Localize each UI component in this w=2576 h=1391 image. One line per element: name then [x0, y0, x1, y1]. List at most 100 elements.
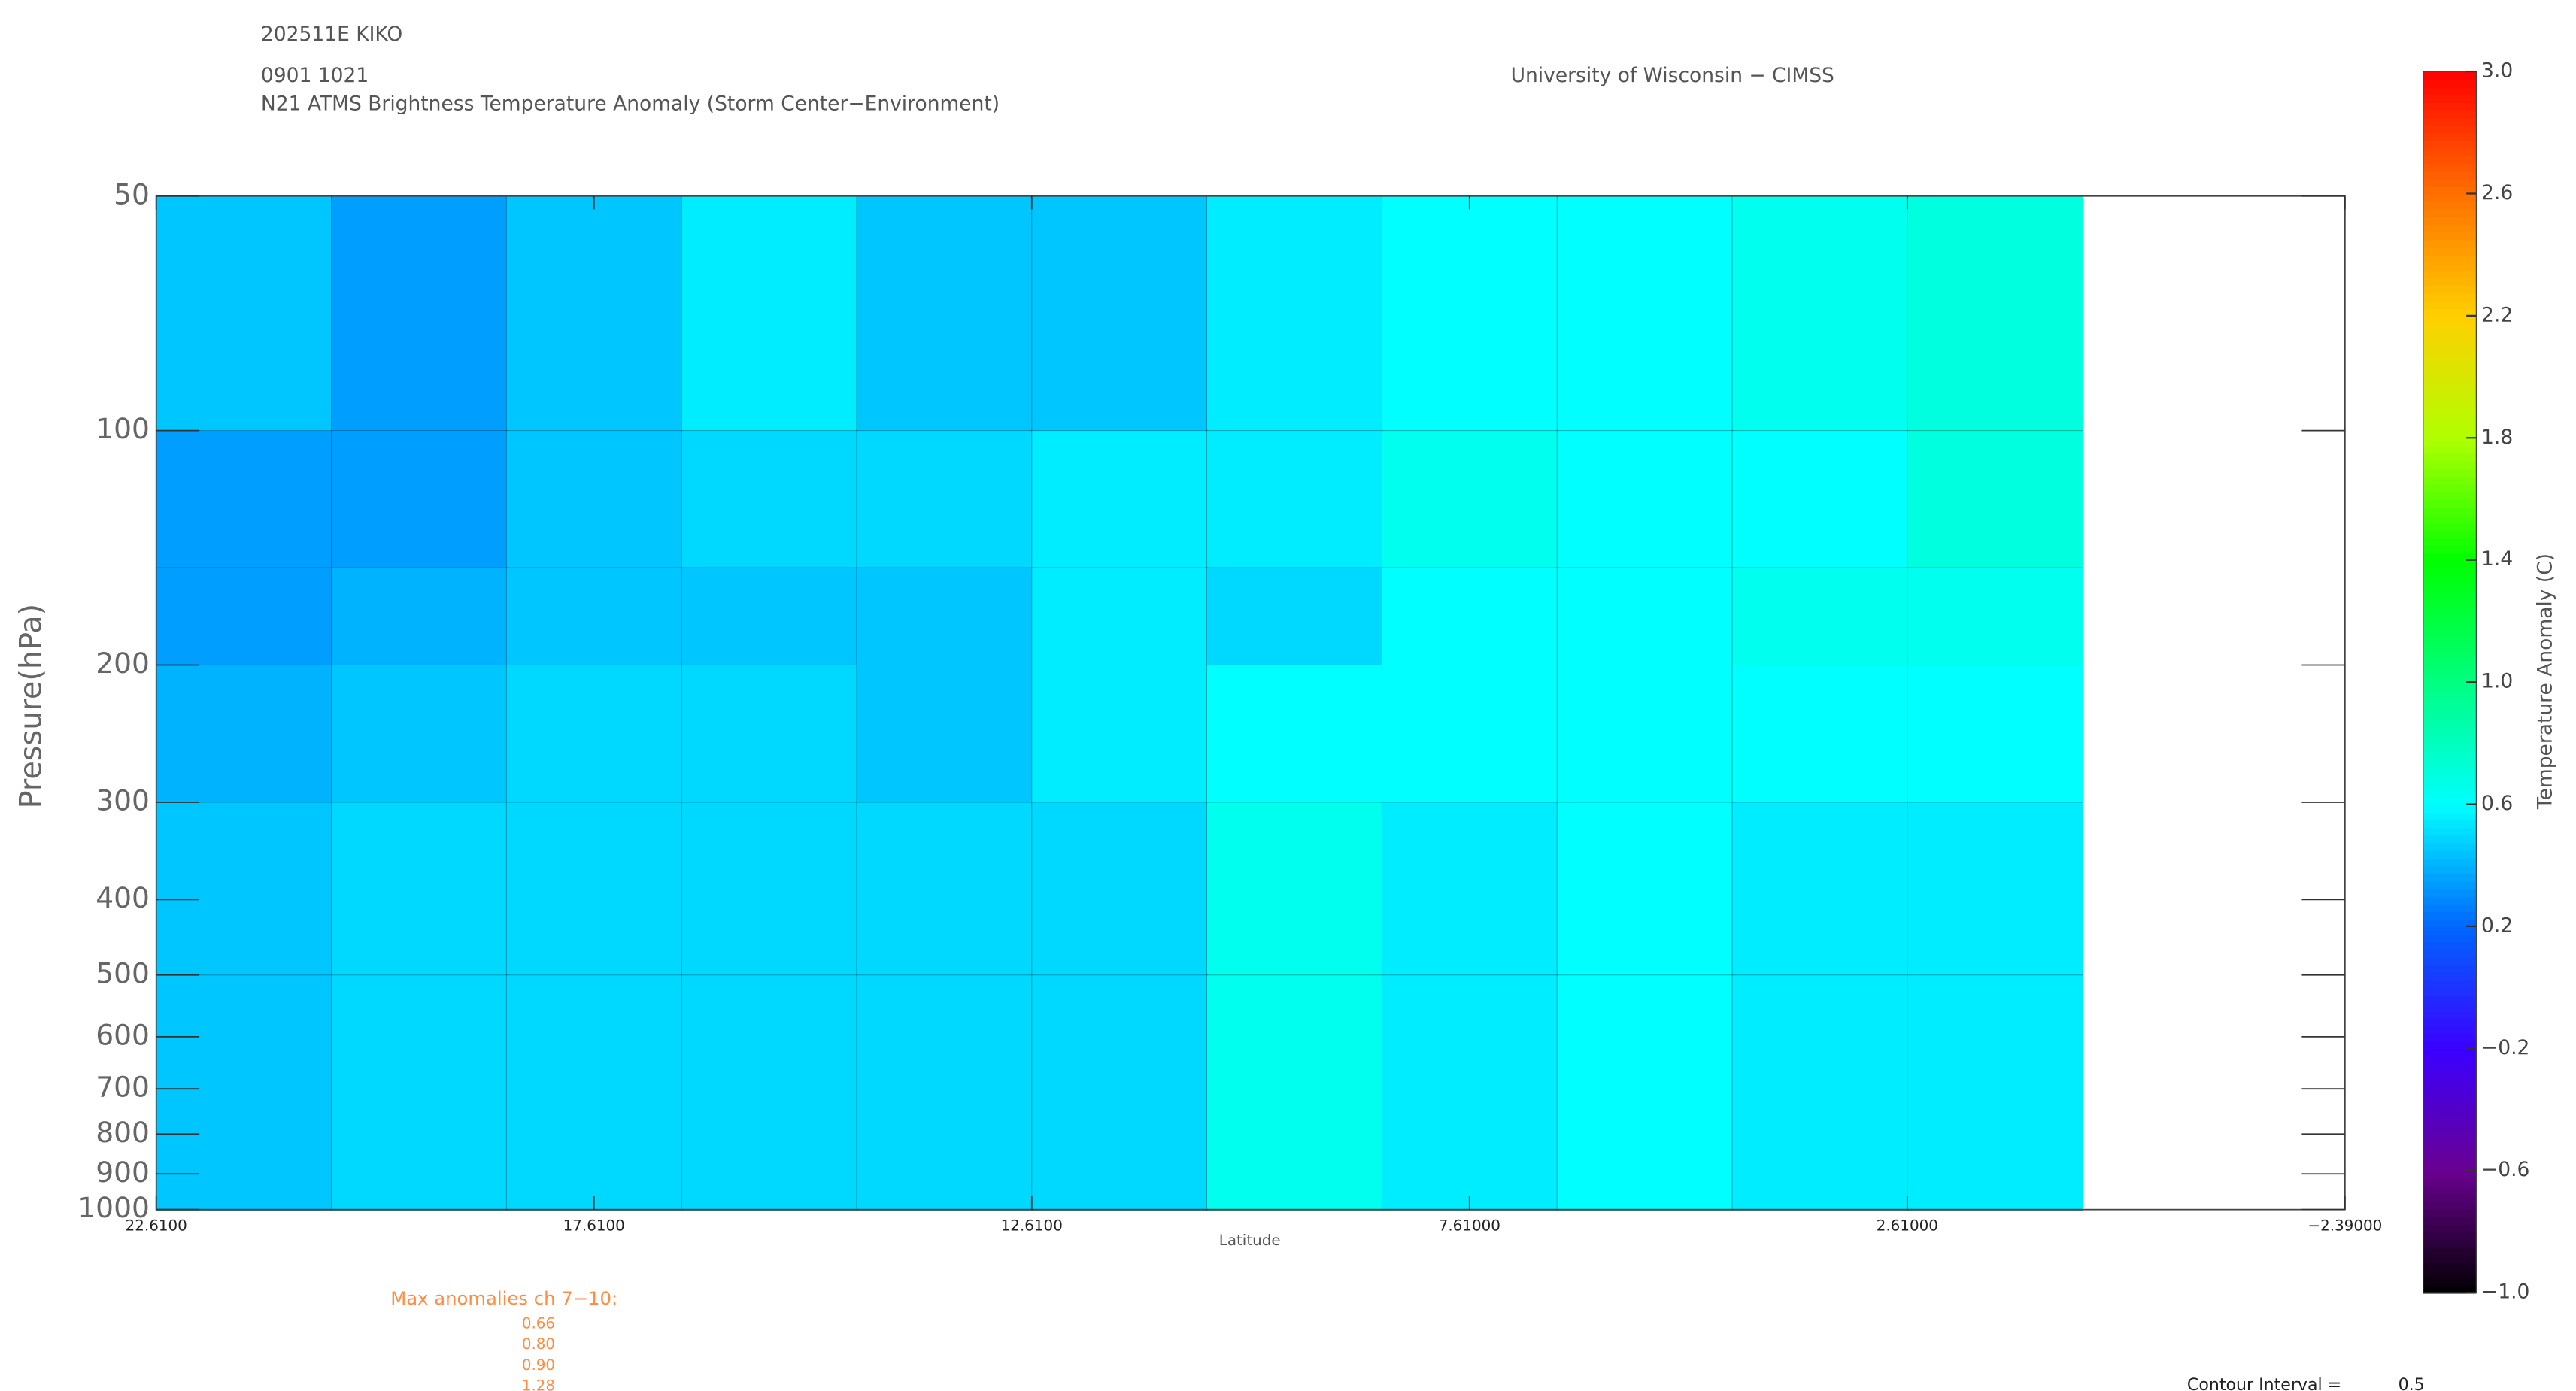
- heat-cell: [681, 802, 858, 977]
- colorbar-step: [2423, 140, 2477, 149]
- colorbar-step: [2423, 995, 2477, 1004]
- heat-cell: [1731, 802, 1909, 977]
- contour-interval: 0.5: [2399, 1375, 2425, 1391]
- colorbar-step: [2423, 1056, 2477, 1065]
- heat-cell: [856, 567, 1033, 667]
- colorbar-step: [2423, 368, 2477, 378]
- colorbar-step: [2423, 292, 2477, 302]
- colorbar-step: [2423, 392, 2477, 401]
- colorbar-step: [2423, 1239, 2477, 1248]
- colorbar-step: [2423, 720, 2477, 729]
- heat-cell: [1031, 802, 1209, 977]
- heat-cell: [1731, 430, 1909, 569]
- colorbar-step: [2423, 697, 2477, 706]
- heat-cell: [331, 974, 508, 1211]
- colorbar-step: [2423, 399, 2477, 409]
- colorbar-step: [2423, 1132, 2477, 1141]
- colorbar-step: [2423, 1162, 2477, 1172]
- colorbar-tick-label: 3.0: [2481, 59, 2513, 83]
- colorbar-step: [2423, 537, 2477, 546]
- colorbar-step: [2423, 826, 2477, 836]
- colorbar-step: [2423, 361, 2477, 371]
- colorbar-step: [2423, 171, 2477, 180]
- heat-cell: [1206, 430, 1383, 569]
- colorbar-step: [2423, 956, 2477, 966]
- colorbar-step: [2423, 1285, 2477, 1294]
- heat-cell: [1907, 802, 2084, 977]
- heat-cell: [331, 567, 508, 667]
- heat-cell: [505, 567, 683, 667]
- colorbar-step: [2423, 949, 2477, 958]
- colorbar-step: [2423, 86, 2477, 95]
- y-tick-label: 600: [96, 1018, 150, 1051]
- colorbar-step: [2423, 544, 2477, 553]
- y-tick-label: 200: [96, 647, 150, 680]
- y-tick-label: 900: [96, 1156, 150, 1189]
- colorbar-step: [2423, 689, 2477, 699]
- heat-cell: [1031, 195, 1209, 432]
- heat-cell: [1381, 974, 1558, 1211]
- heat-cell: [331, 802, 508, 977]
- colorbar-step: [2423, 1102, 2477, 1111]
- colorbar-step: [2423, 712, 2477, 722]
- colorbar-step: [2423, 1223, 2477, 1233]
- colorbar-step: [2423, 468, 2477, 477]
- colorbar-tick-label: 1.0: [2481, 670, 2513, 693]
- colorbar-step: [2423, 567, 2477, 577]
- heat-cell: [505, 802, 683, 977]
- y-tick-label: 800: [96, 1116, 150, 1149]
- colorbar-step: [2423, 819, 2477, 829]
- colorbar-step: [2423, 346, 2477, 355]
- colorbar-step: [2423, 850, 2477, 859]
- colorbar-step: [2423, 186, 2477, 195]
- heat-cell: [156, 195, 333, 432]
- colorbar-step: [2423, 338, 2477, 347]
- colorbar-step: [2423, 1063, 2477, 1073]
- heat-cell: [1206, 195, 1383, 432]
- colorbar-step: [2423, 514, 2477, 523]
- colorbar-step: [2423, 1140, 2477, 1149]
- max-anomaly: 0.80: [522, 1335, 555, 1353]
- colorbar-step: [2423, 323, 2477, 332]
- colorbar-step: [2423, 796, 2477, 805]
- colorbar-step: [2423, 232, 2477, 241]
- colorbar-step: [2423, 331, 2477, 340]
- colorbar-step: [2423, 559, 2477, 569]
- colorbar-step: [2423, 1010, 2477, 1020]
- colorbar-step: [2423, 911, 2477, 920]
- colorbar-step: [2423, 979, 2477, 989]
- heat-cell: [1731, 567, 1909, 667]
- colorbar-step: [2423, 629, 2477, 638]
- heat-cell: [681, 665, 858, 804]
- x-tick-label: 7.61000: [1439, 1217, 1500, 1234]
- colorbar-step: [2423, 552, 2477, 562]
- colorbar-step: [2423, 971, 2477, 981]
- colorbar-step: [2423, 1147, 2477, 1156]
- heat-cell: [856, 195, 1033, 432]
- ticks: [155, 195, 2346, 1211]
- colorbar-step: [2423, 926, 2477, 935]
- colorbar-step: [2423, 300, 2477, 310]
- colorbar-step: [2423, 460, 2477, 470]
- colorbar-step: [2423, 1078, 2477, 1088]
- x-tick-label: 17.6100: [563, 1217, 625, 1234]
- colorbar-step: [2423, 636, 2477, 645]
- colorbar-tick-label: −1.0: [2481, 1280, 2529, 1304]
- heat-cell: [681, 567, 858, 667]
- colorbar-step: [2423, 117, 2477, 126]
- heat-cell: [156, 567, 333, 667]
- colorbar-tick-label: 0.2: [2481, 914, 2513, 937]
- plot-frame: [155, 195, 2346, 1211]
- heat-cell: [1556, 430, 1734, 569]
- heat-cell: [681, 974, 858, 1211]
- y-tick-label: 100: [96, 412, 150, 445]
- colorbar-step: [2423, 620, 2477, 630]
- colorbar-step: [2423, 605, 2477, 615]
- x-tick-label: 22.6100: [126, 1217, 187, 1234]
- heat-cell: [156, 974, 333, 1211]
- colorbar-step: [2423, 277, 2477, 286]
- y-axis-label: Pressure(hPa): [14, 604, 49, 809]
- chart-title: 202511E KIKO: [261, 23, 402, 46]
- colorbar-step: [2423, 735, 2477, 744]
